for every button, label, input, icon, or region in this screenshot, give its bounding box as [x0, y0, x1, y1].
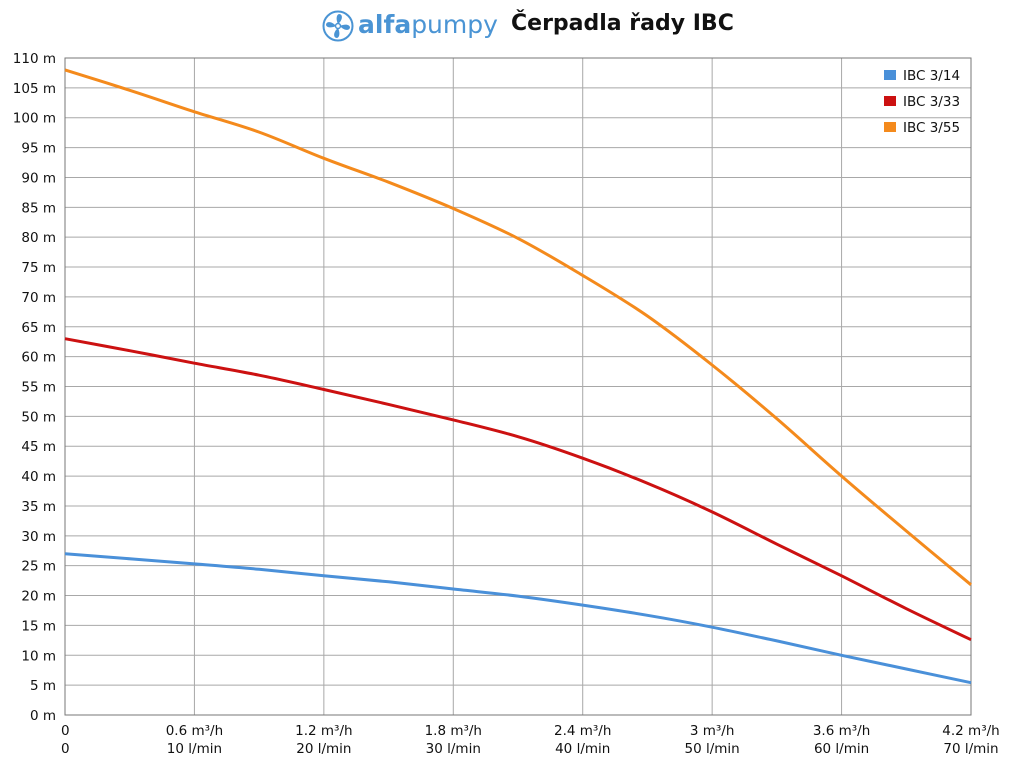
logo-prefix: alfa	[358, 10, 412, 39]
x-tick-label: 0	[61, 723, 70, 739]
x-tick-label-secondary: 10 l/min	[167, 741, 222, 757]
y-tick-label: 110 m	[13, 51, 56, 67]
y-tick-label: 95 m	[21, 141, 56, 157]
series-line-2	[64, 337, 972, 642]
y-tick-label: 30 m	[21, 529, 56, 545]
x-tick-label-secondary: 30 l/min	[426, 741, 481, 757]
y-tick-label: 5 m	[30, 678, 56, 694]
y-tick-label: 65 m	[21, 320, 56, 336]
y-tick-label: 35 m	[21, 499, 56, 515]
y-tick-label: 85 m	[21, 200, 56, 216]
y-tick-label: 25 m	[21, 559, 56, 575]
brand-logo: alfapumpy	[358, 10, 498, 39]
legend-swatch	[884, 70, 896, 80]
x-tick-label-secondary: 40 l/min	[555, 741, 610, 757]
legend-label: IBC 3/14	[903, 68, 960, 84]
y-tick-label: 75 m	[21, 260, 56, 276]
plot-frame	[64, 57, 972, 716]
x-tick-label: 3 m³/h	[690, 723, 735, 739]
y-tick-label: 55 m	[21, 380, 56, 396]
x-tick-label-secondary: 20 l/min	[296, 741, 351, 757]
series-line-3	[64, 68, 972, 586]
y-tick-label: 100 m	[13, 111, 56, 127]
y-tick-label: 80 m	[21, 230, 56, 246]
y-tick-label: 20 m	[21, 589, 56, 605]
y-tick-label: 45 m	[21, 439, 56, 455]
legend-label: IBC 3/55	[903, 120, 960, 136]
legend-label: IBC 3/33	[903, 94, 960, 110]
x-tick-label: 0.6 m³/h	[166, 723, 223, 739]
y-tick-label: 10 m	[21, 648, 56, 664]
y-tick-label: 90 m	[21, 170, 56, 186]
x-tick-label-secondary: 70 l/min	[943, 741, 998, 757]
x-tick-label: 1.2 m³/h	[295, 723, 352, 739]
chart-header: alfapumpy Čerpadla řady IBC	[0, 6, 1024, 46]
x-tick-label: 3.6 m³/h	[813, 723, 870, 739]
y-tick-label: 50 m	[21, 409, 56, 425]
x-tick-label: 4.2 m³/h	[942, 723, 999, 739]
y-tick-label: 15 m	[21, 618, 56, 634]
legend-swatch	[884, 122, 896, 132]
series-line-1	[64, 552, 972, 685]
y-tick-label: 60 m	[21, 350, 56, 366]
y-tick-label: 105 m	[13, 81, 56, 97]
chart-title: Čerpadla řady IBC	[511, 11, 734, 36]
x-tick-label-secondary: 60 l/min	[814, 741, 869, 757]
logo-suffix: pumpy	[411, 10, 498, 39]
y-tick-label: 0 m	[30, 708, 56, 724]
y-tick-label: 70 m	[21, 290, 56, 306]
x-tick-label: 1.8 m³/h	[425, 723, 482, 739]
fan-icon	[322, 10, 354, 42]
x-tick-label: 2.4 m³/h	[554, 723, 611, 739]
y-tick-label: 40 m	[21, 469, 56, 485]
legend-swatch	[884, 96, 896, 106]
x-tick-label-secondary: 0	[61, 741, 70, 757]
x-tick-label-secondary: 50 l/min	[685, 741, 740, 757]
